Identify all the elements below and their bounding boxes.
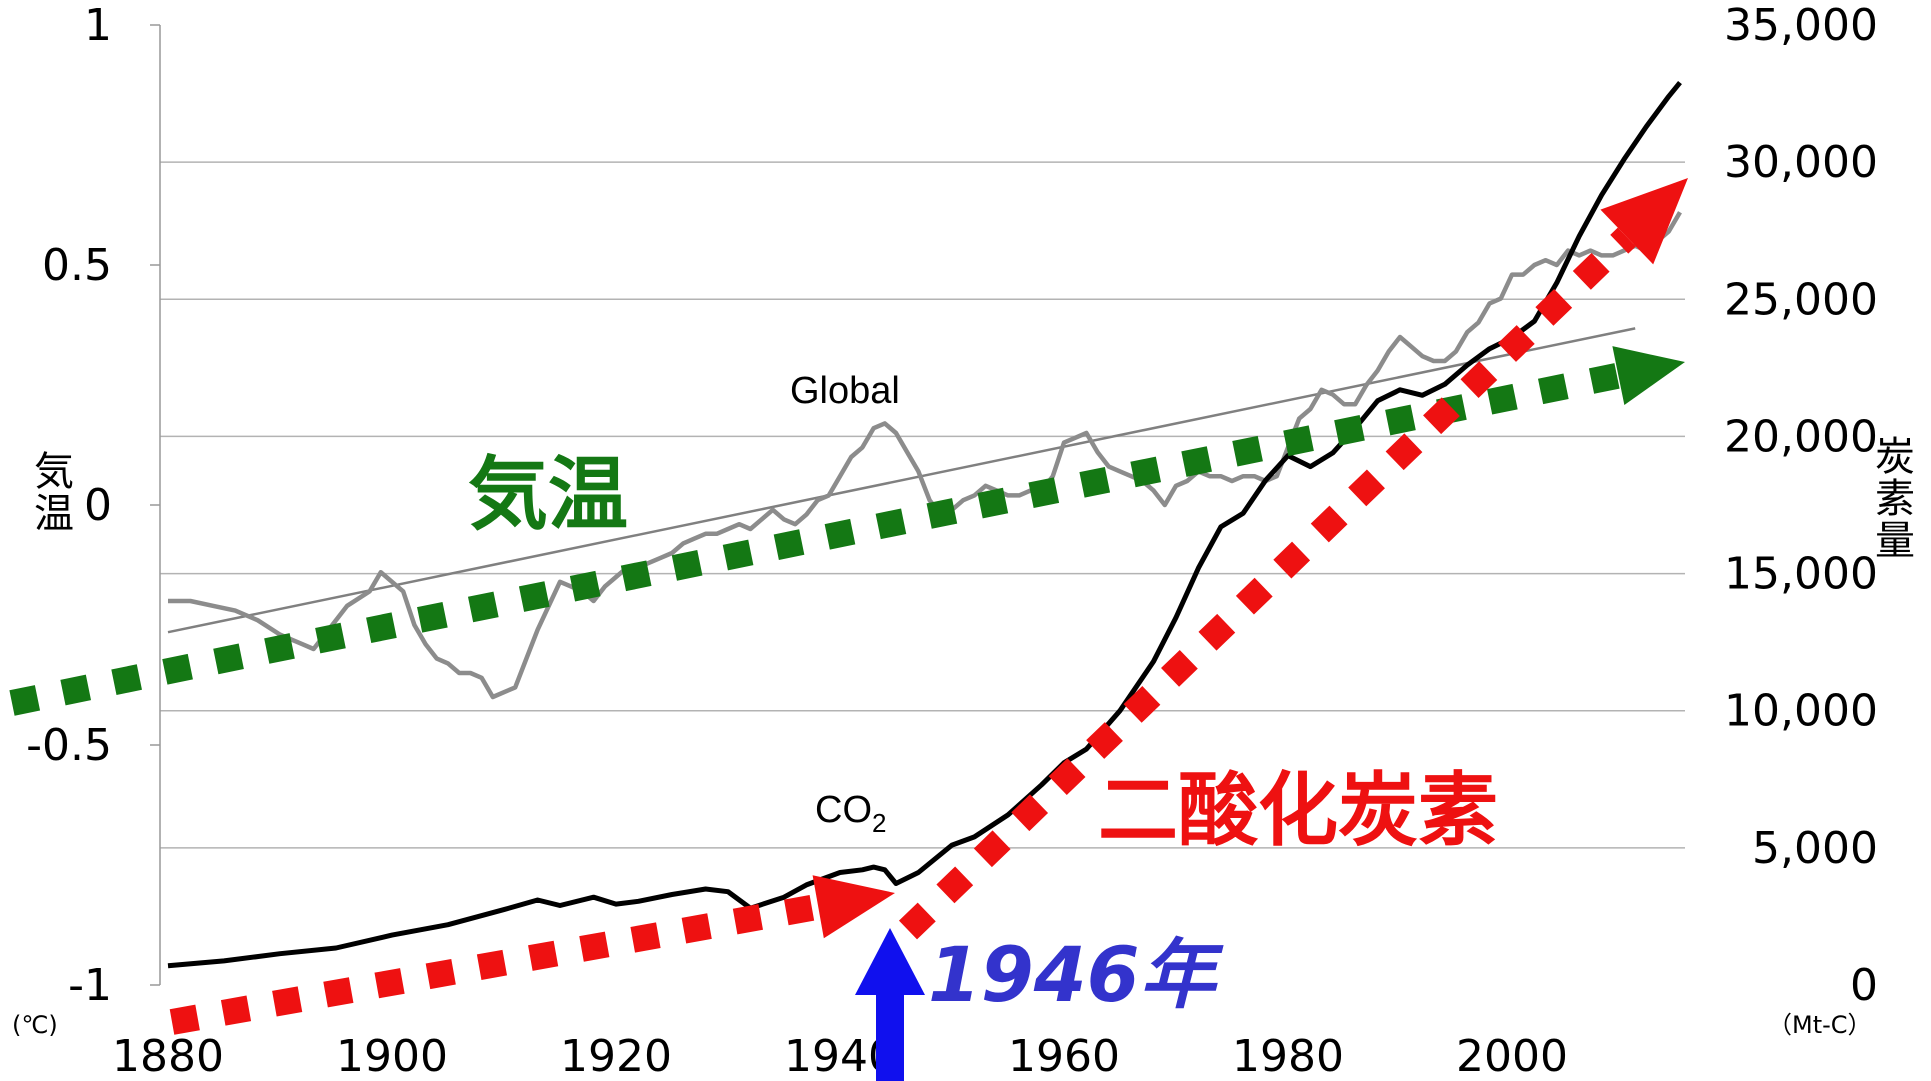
global-temperature-line <box>168 211 1682 700</box>
x-tick-label: 1980 <box>1232 1031 1344 1081</box>
right-tick-label: 35,000 <box>1724 0 1878 51</box>
left-tick-label: -0.5 <box>26 720 112 771</box>
temperature-trendline <box>167 327 1636 634</box>
temperature-arrow-label: 気温 <box>468 448 628 541</box>
co2-series-label: CO2 <box>815 789 886 838</box>
left-tick-label: 1 <box>84 0 112 51</box>
year-1946-arrow <box>855 928 925 1081</box>
left-tick-label: 0.5 <box>42 240 112 291</box>
temperature-trend-arrow-head <box>1612 346 1685 405</box>
global-series-label: Global <box>790 370 900 412</box>
left-axis-unit: (℃) <box>12 1011 58 1039</box>
arrow-layer <box>9 178 1688 1081</box>
gridlines <box>160 161 1685 849</box>
right-tick-label: 30,000 <box>1724 137 1878 188</box>
right-axis-title: 炭素量 <box>1875 434 1915 564</box>
svg-text:炭素量: 炭素量 <box>1875 434 1915 564</box>
right-tick-label: 15,000 <box>1724 549 1878 600</box>
left-axis-title: 気温 <box>34 449 74 537</box>
co2-post1946-arrow-head <box>1600 178 1688 265</box>
co2-early-arrow-dots <box>169 893 821 1035</box>
co2-early-arrow <box>169 875 895 1035</box>
right-tick-label: 0 <box>1850 960 1878 1011</box>
co2-arrow-label: 二酸化炭素 <box>1098 764 1498 857</box>
right-tick-label: 20,000 <box>1724 411 1878 462</box>
x-tick-label: 1960 <box>1008 1031 1120 1081</box>
co2-label-subscript: 2 <box>872 808 886 838</box>
year-arrow-shaft <box>876 993 904 1081</box>
temperature-trend-arrow <box>9 346 1685 716</box>
right-axis-unit: （Mt-C） <box>1768 1011 1872 1039</box>
x-tick-label: 1920 <box>560 1031 672 1081</box>
left-axis-ticks: 1 0.5 0 -0.5 -1 <box>26 0 160 1011</box>
x-tick-label: 1900 <box>336 1031 448 1081</box>
year-1946-label: 1946年 <box>928 930 1225 1019</box>
co2-label-main: CO <box>815 789 872 831</box>
svg-text:気温: 気温 <box>34 449 74 537</box>
left-tick-label: -1 <box>68 960 112 1011</box>
left-tick-label: 0 <box>84 480 112 531</box>
year-arrow-head <box>855 928 925 995</box>
co2-post1946-arrow-dots <box>898 227 1636 940</box>
right-tick-label: 10,000 <box>1724 686 1878 737</box>
co2-early-arrow-head <box>812 875 895 939</box>
co2-post1946-arrow <box>898 178 1688 940</box>
x-tick-label: 1880 <box>112 1031 224 1081</box>
right-tick-label: 25,000 <box>1724 274 1878 325</box>
x-axis-ticks: 1880 1900 1920 1940 1960 1980 2000 <box>112 1031 1568 1081</box>
right-tick-label: 5,000 <box>1752 823 1878 874</box>
x-tick-label: 2000 <box>1456 1031 1568 1081</box>
right-axis-ticks: 35,000 30,000 25,000 20,000 15,000 10,000 5,00… <box>1724 0 1878 1011</box>
temperature-trend-arrow-dots <box>9 362 1621 716</box>
